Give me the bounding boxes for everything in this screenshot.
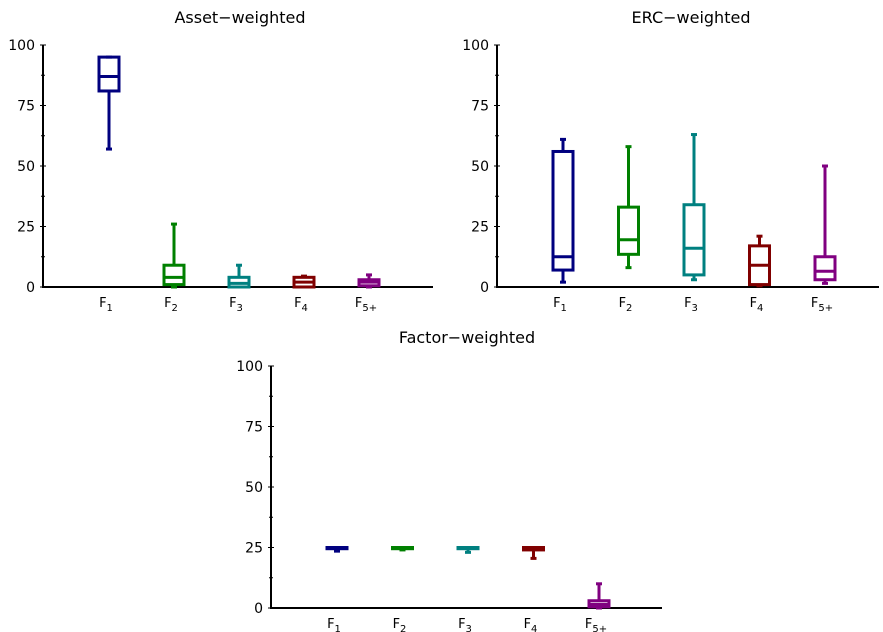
y-tick-label: 100 (8, 38, 35, 54)
iqr-box (617, 205, 640, 256)
x-tick-sub: 5+ (818, 303, 833, 314)
x-tick-sub: 2 (626, 303, 632, 314)
box-1 (325, 546, 349, 553)
y-tick-label: 50 (471, 159, 489, 175)
x-tick-sub: 4 (302, 303, 308, 314)
x-tick-main: F (393, 617, 400, 632)
box-5 (813, 164, 837, 285)
y-tick-label: 75 (471, 99, 489, 115)
x-tick-sub: 2 (172, 303, 178, 314)
box-5 (357, 273, 381, 289)
x-tick-sub: 1 (335, 624, 341, 632)
y-tick-label: 0 (480, 280, 489, 296)
x-tick-main: F (229, 296, 236, 311)
box-1 (551, 137, 575, 284)
box-4 (748, 234, 771, 288)
x-tick-main: F (294, 296, 301, 311)
x-tick-sub: 3 (237, 303, 243, 314)
x-tick-main: F (585, 617, 592, 632)
box-4 (522, 546, 545, 560)
x-tick-main: F (553, 296, 560, 311)
x-tick-main: F (750, 296, 757, 311)
y-tick-label: 25 (245, 541, 263, 557)
y-tick-label: 75 (245, 420, 263, 436)
y-tick-label: 100 (462, 38, 489, 54)
iqr-box (682, 203, 706, 277)
x-tick-label: F4 (750, 296, 764, 314)
y-tick-label: 0 (26, 280, 35, 296)
x-tick-sub: 4 (531, 624, 537, 632)
iqr-box (551, 149, 575, 272)
y-tick-label: 25 (471, 220, 489, 236)
box-1 (97, 55, 121, 151)
x-tick-sub: 2 (400, 624, 406, 632)
x-tick-main: F (619, 296, 626, 311)
box-2 (391, 546, 414, 552)
x-tick-sub: 1 (107, 303, 113, 314)
box-3 (682, 133, 706, 282)
chart-title: ERC−weighted (632, 8, 751, 27)
x-tick-label: F3 (458, 617, 472, 632)
box-4 (292, 274, 316, 289)
x-tick-label: F1 (553, 296, 567, 314)
x-tick-label: F1 (327, 617, 341, 632)
x-tick-sub: 5+ (362, 303, 377, 314)
iqr-box (97, 55, 121, 93)
y-tick-label: 50 (17, 159, 35, 175)
iqr-box (813, 255, 837, 282)
y-tick-label: 75 (17, 99, 35, 115)
x-tick-label: F2 (164, 296, 178, 314)
x-tick-main: F (684, 296, 691, 311)
y-tick-label: 0 (254, 601, 263, 617)
x-tick-label: F5+ (355, 296, 377, 314)
x-tick-label: F1 (99, 296, 113, 314)
x-tick-label: F4 (524, 617, 538, 632)
box-2 (617, 145, 640, 270)
y-tick-label: 25 (17, 220, 35, 236)
x-tick-sub: 5+ (592, 624, 607, 632)
x-tick-sub: 3 (692, 303, 698, 314)
box-5 (587, 582, 611, 610)
x-tick-main: F (811, 296, 818, 311)
x-tick-main: F (327, 617, 334, 632)
x-tick-main: F (164, 296, 171, 311)
x-tick-sub: 1 (561, 303, 567, 314)
x-tick-label: F2 (393, 617, 407, 632)
iqr-box (162, 263, 186, 287)
x-tick-label: F3 (229, 296, 243, 314)
box-2 (162, 222, 186, 289)
x-tick-sub: 4 (757, 303, 763, 314)
x-tick-label: F5+ (811, 296, 833, 314)
y-tick-label: 50 (245, 480, 263, 496)
x-tick-main: F (355, 296, 362, 311)
x-tick-label: F5+ (585, 617, 607, 632)
x-tick-sub: 3 (466, 624, 472, 632)
box-3 (456, 546, 480, 554)
y-tick-label: 100 (236, 359, 263, 375)
x-tick-main: F (524, 617, 531, 632)
x-tick-main: F (99, 296, 106, 311)
chart-title: Factor−weighted (399, 328, 535, 347)
x-tick-main: F (458, 617, 465, 632)
x-tick-label: F3 (684, 296, 698, 314)
x-tick-label: F2 (619, 296, 633, 314)
box-3 (227, 263, 251, 289)
chart-title: Asset−weighted (174, 8, 305, 27)
x-tick-label: F4 (294, 296, 308, 314)
